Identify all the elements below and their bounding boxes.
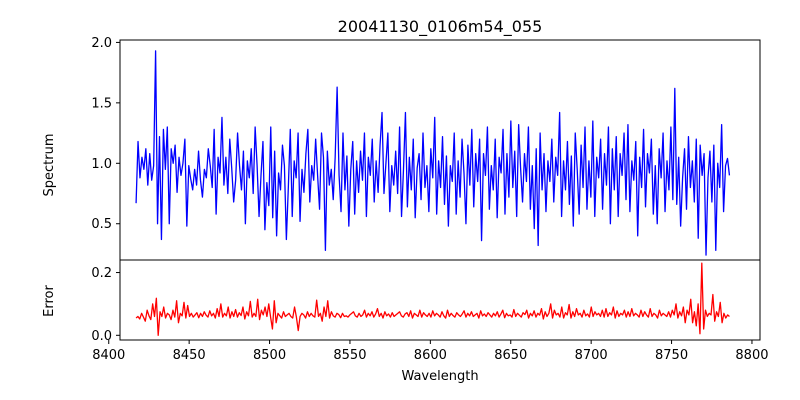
error-y-axis-label: Error <box>42 285 57 317</box>
error-axes-frame <box>119 259 761 341</box>
x-tick-label: 8750 <box>655 348 688 363</box>
wavelength-x-ticks: 8400 8450 8500 8550 8600 8650 8700 8750 8800 <box>92 340 769 363</box>
x-tick-label: 8650 <box>494 348 527 363</box>
x-tick-label: 8700 <box>575 348 608 363</box>
error-y-tick-label: 0.2 <box>91 266 112 281</box>
error-y-ticks: 0.0 0.2 <box>91 266 120 344</box>
spectrum-y-ticks: 0.5 1.0 1.5 2.0 <box>91 36 120 232</box>
x-tick-label: 8800 <box>735 348 768 363</box>
error-panel: 0.00.2 8400 8450 8500 8550 8600 8650 8700 8750 8… <box>42 262 769 384</box>
spectrum-panel: 0.5 1.0 1.5 2.0 Spectrum <box>42 36 731 256</box>
spectrum-y-axis-label: Spectrum <box>42 134 57 197</box>
spectrum-series-line <box>135 50 731 256</box>
spectrum-y-tick-label: 0.5 <box>91 217 112 232</box>
spectrum-y-tick-label: 1.0 <box>91 157 112 172</box>
spectrum-y-tick-label: 2.0 <box>91 36 112 51</box>
x-tick-label: 8400 <box>92 348 125 363</box>
x-tick-label: 8600 <box>414 348 447 363</box>
x-axis-label: Wavelength <box>401 369 478 384</box>
error-series-line <box>135 262 730 336</box>
x-tick-label: 8550 <box>333 348 366 363</box>
x-tick-label: 8450 <box>173 348 206 363</box>
chart-title: 20041130_0106m54_055 <box>338 17 543 37</box>
x-tick-label: 8500 <box>253 348 286 363</box>
spectrum-y-tick-label: 1.5 <box>91 96 112 111</box>
error-y-tick-label: 0.0 <box>91 329 112 344</box>
